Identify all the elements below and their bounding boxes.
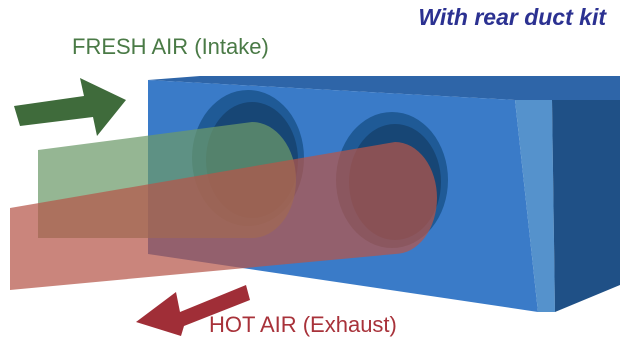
- unit-top-face: [148, 76, 620, 100]
- hot-air-label: HOT AIR (Exhaust): [209, 312, 397, 337]
- unit-front-edge: [515, 100, 555, 312]
- hot-air-duct: [10, 142, 437, 290]
- fresh-air-label: FRESH AIR (Intake): [72, 34, 269, 59]
- arrow-left-icon: [136, 285, 250, 336]
- diagram-title: With rear duct kit: [418, 4, 606, 30]
- unit-side-face: [552, 100, 620, 312]
- arrow-right-icon: [14, 78, 126, 136]
